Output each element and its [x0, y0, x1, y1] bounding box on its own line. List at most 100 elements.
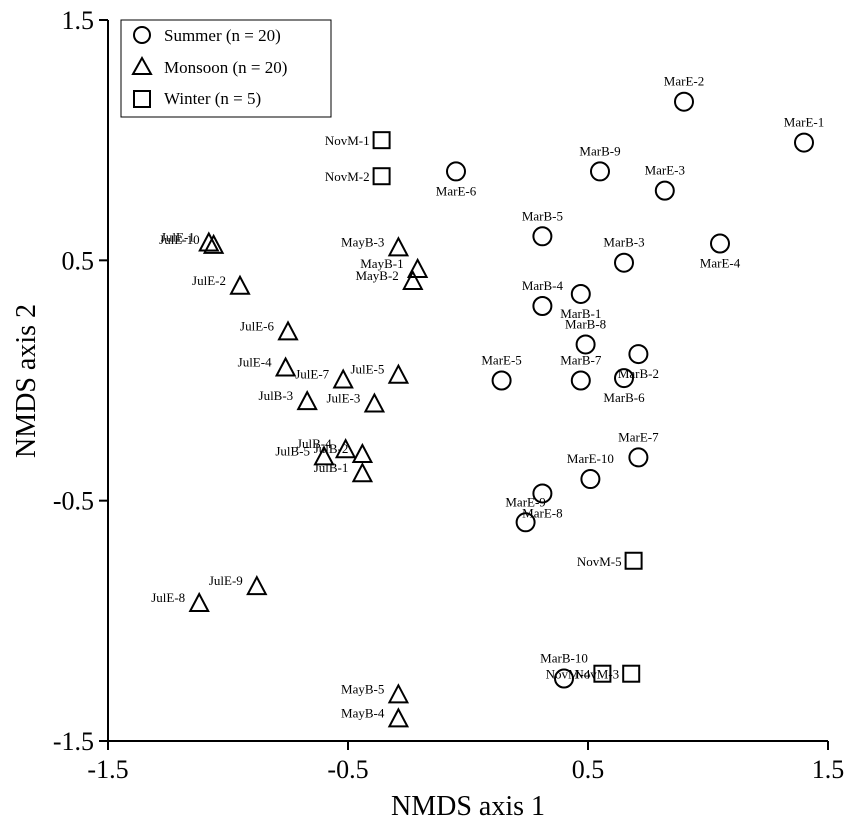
circle-point-mare-2	[674, 91, 694, 112]
legend-circle-marker	[133, 26, 151, 44]
point-label-mayb-5: MayB-5	[341, 681, 384, 696]
legend: Summer (n = 20) Monsoon (n = 20) Winter …	[120, 19, 332, 118]
square-point-novm-5	[624, 551, 643, 570]
point-label-marb-2: MarB-2	[618, 366, 659, 381]
x-tick-label: 0.5	[572, 755, 605, 784]
triangle-point-julb-2	[351, 442, 374, 464]
point-label-julb-1: JulB-1	[314, 460, 349, 475]
point-label-mare-6: MarE-6	[436, 183, 477, 198]
point-label-jule-7: JulE-7	[295, 367, 329, 382]
point-label-marb-3: MarB-3	[603, 235, 644, 250]
point-label-marb-10: MarB-10	[540, 651, 588, 666]
circle-point-marb-8	[575, 334, 596, 355]
point-label-jule-8: JulE-8	[151, 590, 185, 605]
point-label-mare-7: MarE-7	[618, 429, 659, 444]
point-label-mayb-4: MayB-4	[341, 705, 385, 720]
circle-point-marb-3	[614, 252, 634, 273]
legend-label-summer: Summer (n = 20)	[164, 26, 281, 45]
y-axis-ticks: -1.5 -0.5 0.5 1.5	[53, 6, 108, 756]
point-label-jule-2: JulE-2	[192, 273, 226, 288]
square-point-novm-4	[593, 664, 612, 683]
circle-point-mare-5	[491, 370, 512, 391]
triangle-point-jule-8	[188, 591, 210, 613]
point-label-mare-4: MarE-4	[700, 256, 741, 271]
point-label-marb-8: MarB-8	[565, 316, 606, 331]
point-label-mare-5: MarE-5	[481, 353, 521, 368]
x-tick-label: -0.5	[327, 755, 368, 784]
triangle-point-mayb-2	[402, 269, 424, 290]
triangle-point-julb-1	[351, 462, 374, 483]
triangle-point-jule-10	[202, 233, 225, 254]
plot-area	[107, 20, 828, 742]
y-tick-label: -1.5	[53, 727, 94, 756]
circle-point-marb-4	[532, 295, 553, 316]
circle-point-marb-7	[570, 370, 591, 391]
y-tick-label: 0.5	[62, 246, 95, 275]
data-points	[188, 91, 814, 728]
point-label-novm-2: NovM-2	[325, 169, 370, 184]
circle-point-mare-9	[515, 512, 536, 533]
circle-point-marb-6	[614, 368, 634, 389]
legend-square-marker	[133, 90, 151, 108]
triangle-point-jule-1	[198, 231, 220, 252]
square-point-novm-1	[372, 131, 391, 150]
legend-label-monsoon: Monsoon (n = 20)	[164, 58, 287, 77]
x-tick-label: 1.5	[812, 755, 845, 784]
point-label-mare-9: MarE-9	[505, 494, 545, 509]
triangle-point-mayb-5	[387, 683, 410, 704]
point-label-mare-10: MarE-10	[567, 451, 614, 466]
y-tick-label: -0.5	[53, 487, 94, 516]
triangle-point-jule-4	[274, 356, 297, 377]
point-label-marb-1: MarB-1	[560, 306, 601, 321]
circle-point-mare-8	[532, 483, 553, 504]
triangle-point-jule-3	[363, 392, 386, 413]
point-label-mayb-3: MayB-3	[341, 234, 384, 249]
x-axis-ticks: -1.5 -0.5 0.5 1.5	[87, 741, 844, 784]
circle-point-mare-7	[628, 447, 649, 468]
legend-triangle-marker	[131, 55, 153, 75]
circle-point-marb-2	[628, 344, 649, 365]
circle-point-marb-10	[554, 668, 574, 689]
triangle-point-julb-5	[313, 445, 335, 466]
circle-point-mare-10	[580, 469, 601, 490]
triangle-point-mayb-1	[406, 257, 429, 278]
point-label-jule-1: JulE-1	[161, 230, 195, 245]
triangle-point-jule-2	[229, 274, 251, 295]
y-axis-title: NMDS axis 2	[11, 304, 42, 458]
point-label-jule-6: JulE-6	[240, 318, 274, 333]
point-label-mare-1: MarE-1	[784, 115, 824, 130]
point-label-jule-3: JulE-3	[326, 391, 360, 406]
circle-point-mare-3	[654, 180, 675, 201]
point-label-julb-4: JulB-4	[297, 436, 332, 451]
point-label-marb-9: MarB-9	[579, 143, 620, 158]
point-label-marb-5: MarB-5	[522, 208, 563, 223]
triangle-point-jule-5	[387, 363, 410, 384]
circle-point-marb-1	[570, 283, 591, 304]
legend-label-winter: Winter (n = 5)	[164, 89, 261, 108]
point-label-marb-7: MarB-7	[560, 353, 602, 368]
point-label-marb-4: MarB-4	[522, 278, 564, 293]
circle-point-marb-9	[590, 161, 610, 182]
point-label-jule-5: JulE-5	[350, 362, 384, 377]
point-label-julb-3: JulB-3	[259, 388, 294, 403]
point-label-julb-5: JulB-5	[275, 443, 310, 458]
point-label-julb-2: JulB-2	[314, 441, 349, 456]
point-label-novm-3: NovM-3	[574, 667, 619, 682]
circle-point-mare-4	[710, 233, 730, 254]
triangle-point-jule-7	[332, 368, 354, 389]
triangle-point-jule-6	[277, 320, 299, 341]
x-axis-title: NMDS axis 1	[391, 791, 545, 822]
circle-point-marb-5	[532, 226, 553, 247]
triangle-point-mayb-4	[387, 707, 410, 728]
x-tick-label: -1.5	[87, 755, 128, 784]
point-label-marb-6: MarB-6	[603, 390, 645, 405]
square-point-novm-2	[372, 167, 391, 186]
point-label-jule-4: JulE-4	[238, 354, 272, 369]
point-label-mayb-2: MayB-2	[355, 268, 398, 283]
point-label-novm-5: NovM-5	[577, 554, 622, 569]
triangle-point-mayb-3	[387, 236, 410, 257]
triangle-point-jule-9	[246, 575, 268, 596]
point-label-mare-3: MarE-3	[645, 163, 685, 178]
triangle-point-julb-3	[296, 389, 318, 411]
